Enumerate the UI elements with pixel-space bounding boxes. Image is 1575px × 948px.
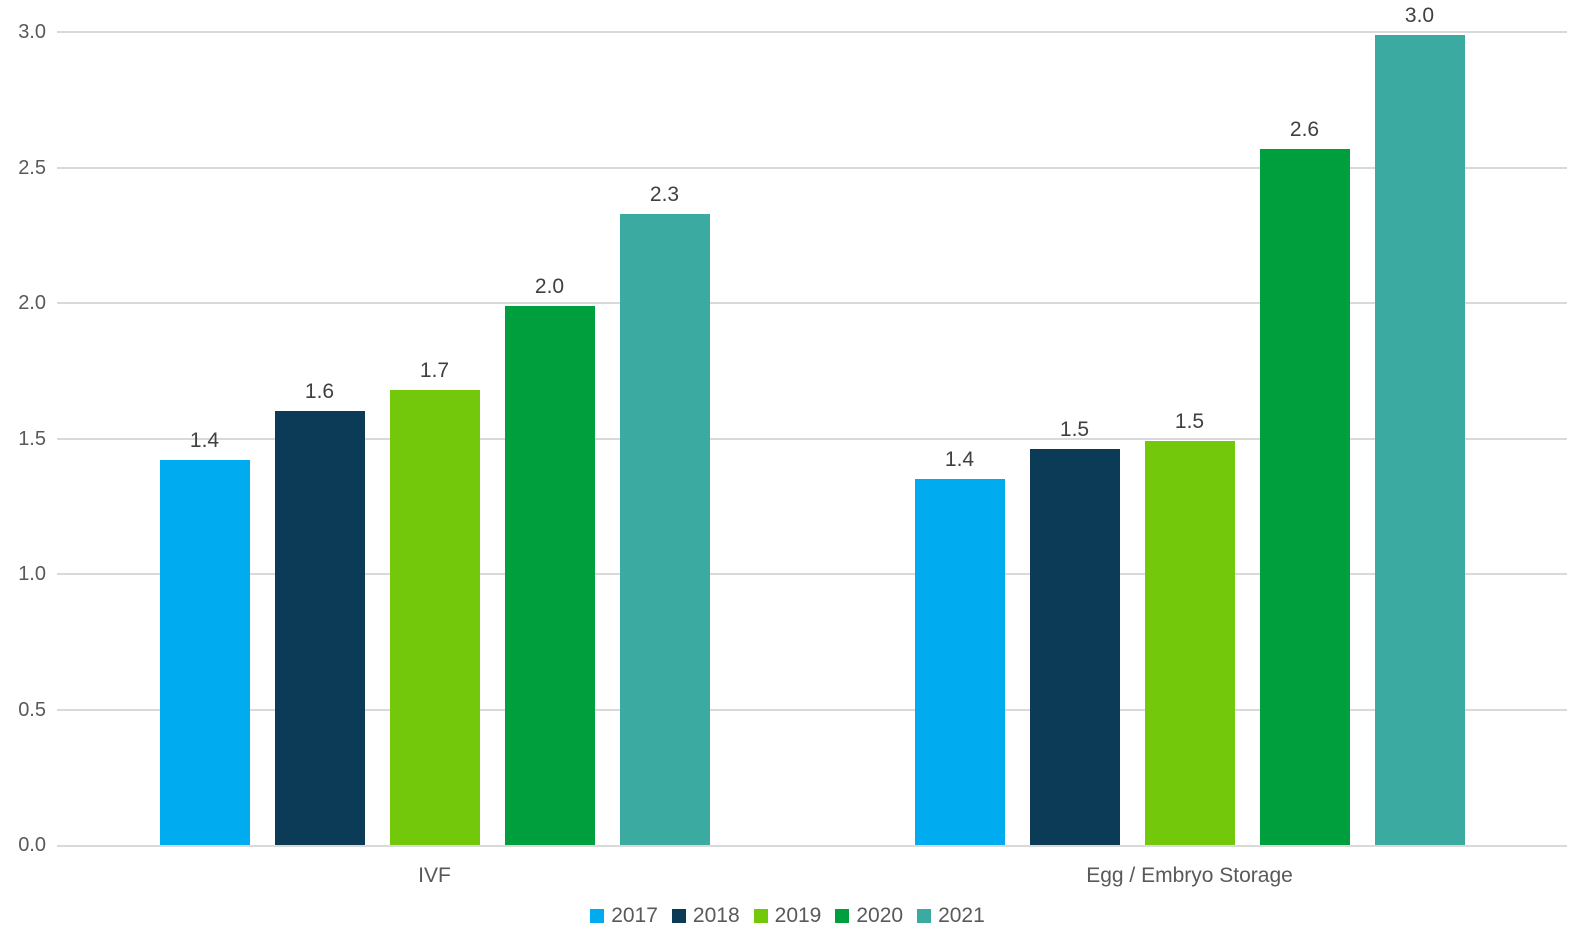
legend-swatch-2018: [671, 909, 686, 923]
bar-2021-egg-embryo-storage: [1374, 35, 1465, 845]
legend-label-2021: 2021: [938, 904, 985, 927]
data-label-2017-ivf: 1.4: [189, 429, 220, 452]
y-tick-label-1.0: 1.0: [18, 563, 46, 585]
legend-item-2019: 2019: [753, 903, 822, 929]
data-label-2017-egg-embryo-storage: 1.4: [944, 448, 975, 471]
data-label-2020-egg-embryo-storage: 2.6: [1289, 118, 1320, 141]
data-label-2019-ivf: 1.7: [419, 359, 450, 382]
y-tick-label-2.5: 2.5: [18, 156, 46, 179]
legend-swatch-2019: [753, 909, 768, 923]
bar-2018-ivf: [274, 411, 365, 845]
bar-2020-egg-embryo-storage: [1259, 149, 1350, 845]
legend: 2017 2018 2019 2020 2021: [0, 903, 1575, 929]
y-tick-label-0.0: 0.0: [18, 834, 46, 856]
bar-2019-ivf: [389, 390, 480, 845]
bar-2021-ivf: [619, 214, 710, 845]
legend-item-2021: 2021: [917, 903, 985, 929]
x-axis-line: [57, 845, 1567, 847]
legend-swatch-2020: [835, 909, 850, 923]
legend-label-2018: 2018: [692, 904, 740, 927]
category-label-egg-embryo-storage: Egg / Embryo Storage: [1086, 864, 1293, 887]
data-label-2019-egg-embryo-storage: 1.5: [1174, 410, 1205, 433]
bar-2020-ivf: [504, 306, 595, 845]
category-label-ivf: IVF: [418, 864, 451, 887]
data-label-2018-egg-embryo-storage: 1.5: [1059, 418, 1090, 441]
legend-label-2020: 2020: [856, 904, 904, 927]
legend-label-2017: 2017: [611, 904, 658, 927]
y-tick-label-0.5: 0.5: [18, 698, 46, 721]
y-tick-label-1.5: 1.5: [18, 427, 46, 450]
gridline: [57, 437, 1567, 440]
gridline: [57, 573, 1567, 575]
legend-swatch-2017: [590, 909, 605, 923]
data-label-2021-egg-embryo-storage: 3.0: [1404, 4, 1435, 27]
bar-2017-egg-embryo-storage: [914, 479, 1005, 845]
bar-2017-ivf: [159, 460, 250, 845]
legend-item-2020: 2020: [835, 903, 903, 929]
gridline: [57, 166, 1567, 169]
data-label-2020-ivf: 2.0: [534, 275, 565, 298]
gridline: [57, 708, 1567, 711]
legend-label-2019: 2019: [774, 904, 822, 927]
gridline: [57, 31, 1567, 33]
data-label-2021-ivf: 2.3: [649, 183, 680, 206]
gridline: [57, 302, 1567, 304]
legend-swatch-2021: [917, 909, 932, 923]
legend-item-2018: 2018: [671, 903, 740, 929]
bar-2019-egg-embryo-storage: [1144, 441, 1235, 845]
y-tick-label-2.0: 2.0: [18, 292, 46, 314]
legend-item-2017: 2017: [590, 903, 658, 929]
y-tick-label-3.0: 3.0: [18, 21, 46, 43]
data-label-2018-ivf: 1.6: [304, 380, 335, 403]
bar-2018-egg-embryo-storage: [1029, 449, 1120, 845]
